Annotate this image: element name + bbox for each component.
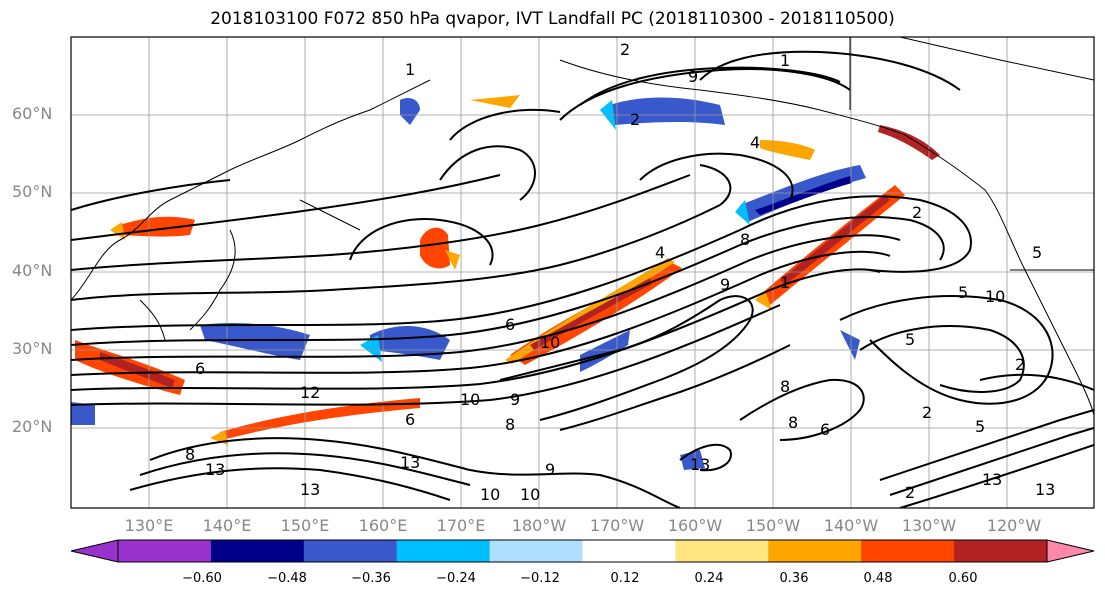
colorbar-extend-high — [1047, 540, 1094, 562]
contour-label: 12 — [300, 383, 320, 402]
colorbar-segment — [396, 540, 491, 562]
contour-label: 10 — [520, 485, 540, 504]
colorbar-segment — [954, 540, 1048, 562]
contour-label: 4 — [655, 243, 665, 262]
contour-label: 13 — [400, 453, 420, 472]
colorbar-tick-label: −0.12 — [520, 571, 560, 586]
colorbar-segments — [118, 540, 1048, 562]
graticule — [71, 37, 1094, 508]
lat-label: 60°N — [12, 104, 53, 123]
contour-label: 9 — [545, 460, 555, 479]
colorbar-segment — [675, 540, 769, 562]
colorbar-segment — [861, 540, 955, 562]
contour-label: 1 — [405, 60, 415, 79]
coastlines — [71, 37, 1094, 416]
lon-label: 120°W — [986, 516, 1042, 535]
lon-label: 160°E — [358, 516, 408, 535]
lon-label: 130°E — [124, 516, 174, 535]
contour-label: 6 — [505, 315, 515, 334]
contour-label: 8 — [185, 445, 195, 464]
contour-label: 10 — [985, 287, 1005, 306]
contour-label: 2 — [620, 40, 630, 59]
contour-label: 6 — [195, 359, 205, 378]
lat-label: 50°N — [12, 182, 53, 201]
contour-label: 2 — [1015, 355, 1025, 374]
contour-label: 1 — [780, 273, 790, 292]
lon-label: 140°W — [823, 516, 879, 535]
lat-label: 30°N — [12, 339, 53, 358]
contour-label: 13 — [982, 470, 1002, 489]
colorbar-segment — [210, 540, 305, 562]
lon-label: 160°W — [667, 516, 723, 535]
colorbar-tick-label: −0.24 — [436, 571, 476, 586]
contour-label: 5 — [1032, 243, 1042, 262]
lon-label: 150°E — [280, 516, 330, 535]
contour-label: 13 — [1035, 480, 1055, 499]
lon-label: 170°W — [589, 516, 645, 535]
contour-label: 10 — [540, 333, 560, 352]
map-frame — [70, 36, 1095, 509]
colorbar-tick-label: 0.36 — [779, 571, 809, 586]
contour-label: 2 — [922, 403, 932, 422]
colorbar-segment — [118, 540, 212, 562]
contour-label: 8 — [740, 230, 750, 249]
contour-label: 6 — [405, 410, 415, 429]
ivt-contours — [71, 50, 1094, 508]
colorbar-tick-label: −0.48 — [267, 571, 307, 586]
contour-label: 8 — [505, 415, 515, 434]
colorbar-segment — [768, 540, 862, 562]
colorbar-segment — [489, 540, 583, 562]
contour-label: 6 — [820, 420, 830, 439]
contour-label: 8 — [788, 413, 798, 432]
contour-label: 13 — [690, 455, 710, 474]
contour-label: 5 — [905, 330, 915, 349]
lat-label: 20°N — [12, 417, 53, 436]
contour-label: 13 — [300, 480, 320, 499]
contour-label: 2 — [630, 110, 640, 129]
contour-label: 13 — [205, 460, 225, 479]
lon-label: 150°W — [745, 516, 801, 535]
contour-label: 9 — [510, 390, 520, 409]
lon-label: 170°E — [436, 516, 486, 535]
contour-label: 2 — [912, 203, 922, 222]
contour-label: 10 — [460, 390, 480, 409]
lon-label: 180°W — [511, 516, 567, 535]
lon-label: 140°E — [202, 516, 252, 535]
contour-label: 5 — [975, 417, 985, 436]
contour-label: 5 — [958, 283, 968, 302]
lat-label: 40°N — [12, 261, 53, 280]
contour-label: 4 — [750, 133, 760, 152]
map-title: 2018103100 F072 850 hPa qvapor, IVT Land… — [210, 9, 895, 29]
colorbar-tick-label: −0.60 — [182, 571, 222, 586]
contour-label: 10 — [480, 485, 500, 504]
colorbar-tick-label: 0.12 — [610, 571, 640, 586]
colorbar-tick-label: −0.36 — [351, 571, 391, 586]
colorbar-tick-label: 0.60 — [948, 571, 978, 586]
contour-label: 2 — [905, 483, 915, 502]
colorbar-segment — [582, 540, 676, 562]
contour-label: 8 — [780, 377, 790, 396]
contour-labels: 2 1 1 9 2 4 2 5 5 5 2 2 5 13 13 2 6 10 6… — [185, 40, 1055, 504]
contour-label: 9 — [688, 67, 698, 86]
colorbar-tick-label: 0.48 — [863, 571, 893, 586]
colorbar-tick-label: 0.24 — [694, 571, 724, 586]
contour-label: 1 — [780, 51, 790, 70]
colorbar — [70, 539, 1095, 563]
map-plot-area: 2 1 1 9 2 4 2 5 5 5 2 2 5 13 13 2 6 10 6… — [71, 37, 1094, 508]
contour-label: 9 — [720, 275, 730, 294]
lon-label: 130°W — [901, 516, 957, 535]
colorbar-segment — [303, 540, 398, 562]
colorbar-extend-low — [71, 540, 118, 562]
